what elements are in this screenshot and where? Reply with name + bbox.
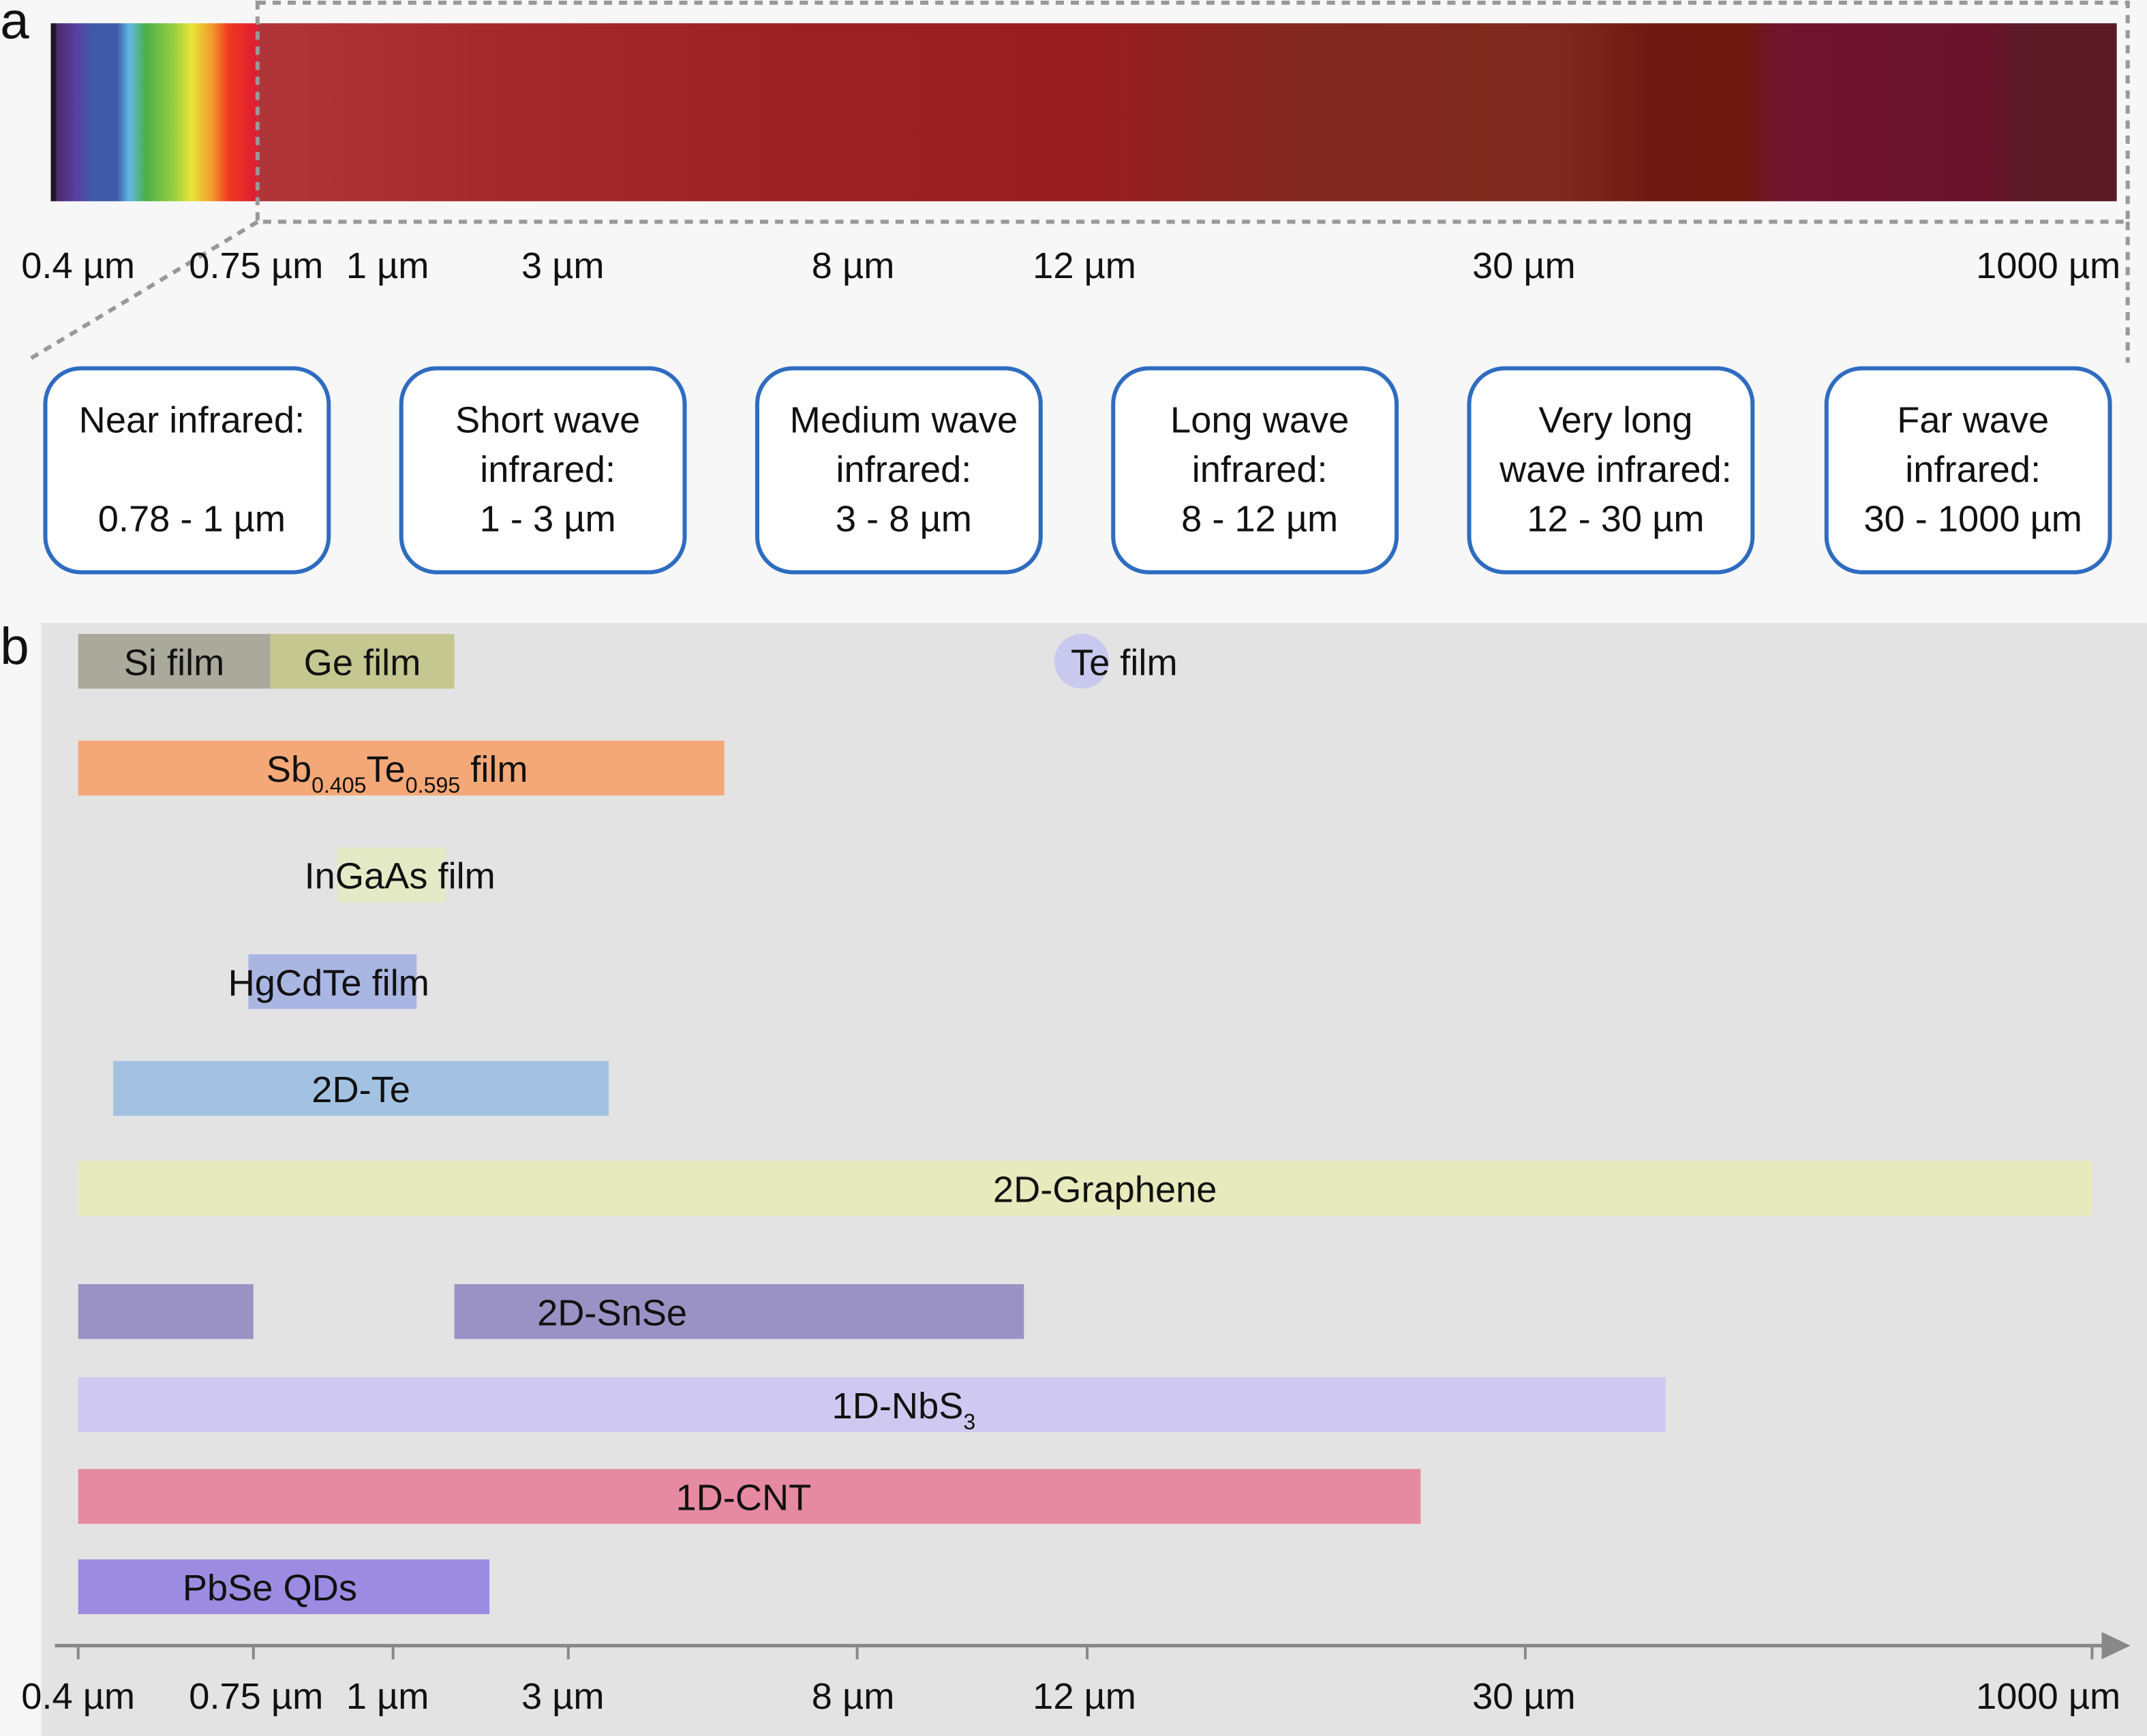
bar-label-part: 0.405 [311,773,366,797]
tick-label: 0.4 µm [21,245,135,286]
tick-label: 1 µm [346,1676,429,1717]
bar-label: 1D-NbS3 [832,1386,976,1434]
band-text-line: Near infrared: [79,400,305,441]
band-text-line: Very long [1538,400,1692,441]
bar-label: Ge film [304,642,421,683]
bar-label: InGaAs film [305,856,496,897]
band-text-line: infrared: [1192,449,1328,490]
tick-label: 0.75 µm [189,245,323,286]
band-text-line: Long wave [1170,400,1349,441]
band-text-line: infrared: [480,449,615,490]
band-box: Medium wave infrared: 3 - 8 µm [755,366,1043,575]
zoom-dashed-line-left [29,219,259,361]
tick-label: 12 µm [1033,1676,1136,1717]
bar-label: 2D-SnSe [537,1292,687,1333]
band-box: Short wave infrared: 1 - 3 µm [399,366,687,575]
bar-label-part: 3 [963,1410,975,1434]
bar-label: PbSe QDs [183,1568,357,1609]
bar-label-part: Sb [267,749,311,790]
bar-label: Si film [124,642,225,683]
tick-label: 1 µm [346,245,429,286]
tick-label: 30 µm [1472,245,1576,286]
tick-label: 1000 µm [1976,1676,2120,1717]
band-text-line: 12 - 30 µm [1527,498,1704,539]
bar-2d-snse [454,1284,1024,1339]
panel-label-a: a [0,0,29,50]
tick-label: 30 µm [1472,1676,1576,1717]
tick-label: 12 µm [1033,245,1136,286]
panel-label-b: b [0,618,29,675]
band-text-line: Short wave [455,400,640,441]
band-box: Long wave infrared: 8 - 12 µm [1111,366,1399,575]
bar-label: 2D-Te [311,1069,410,1110]
bar-label: HgCdTe film [228,962,429,1003]
tick-label: 3 µm [521,1676,605,1717]
x-axis-arrow-icon [2101,1632,2131,1660]
band-text-line: 8 - 12 µm [1181,498,1338,539]
bar-2d-snse-visible- [78,1284,254,1339]
band-text-line: Medium wave [790,400,1018,441]
bar-hgcdte-film [248,954,417,1009]
bar-label: 1D-CNT [676,1478,812,1519]
tick-label: 8 µm [812,1676,895,1717]
band-text-line: 1 - 3 µm [480,498,616,539]
tick-label: 0.75 µm [189,1676,323,1717]
tick-label: 1000 µm [1976,245,2120,286]
band-box: Very long wave infrared: 12 - 30 µm [1467,366,1755,575]
bar-ingaas-film [337,847,446,902]
bar-point-te-film [1054,634,1110,689]
bar-pbse-qds [78,1559,490,1615]
bar-label: Sb0.405Te0.595 film [267,749,528,797]
zoom-dashed-frame [255,1,2130,224]
band-text-line: infrared: [1905,449,2041,490]
bar-label: 2D-Graphene [993,1170,1217,1210]
band-text-line: wave infrared: [1499,449,1732,490]
bar-label-part: film [460,749,528,790]
tick-label: 0.4 µm [21,1676,135,1717]
band-text-line: 3 - 8 µm [836,498,972,539]
band-text-line: 0.78 - 1 µm [98,498,286,539]
bar-label-part: 0.595 [406,773,460,797]
tick-label: 8 µm [812,245,895,286]
visible-spectrum-bar [50,23,258,202]
band-box: Near infrared: 0.78 - 1 µm [43,366,331,575]
bar-ge-film [270,634,455,689]
bar-1d-nbs3 [78,1377,1666,1433]
band-text-line: Far wave [1897,400,2049,441]
band-box: Far wave infrared: 30 - 1000 µm [1824,366,2112,575]
infrared-spectrum-bar [257,23,2117,202]
bar-2d-graphene [78,1161,2092,1216]
bar-label-part: 1D-NbS [832,1386,964,1427]
bar-2d-te [113,1061,609,1116]
band-text-line: 30 - 1000 µm [1863,498,2082,539]
bar-label-part: Te [367,749,406,790]
tick-label: 3 µm [521,245,605,286]
bar-label: Te film [1071,642,1178,683]
bar-1d-cnt [78,1469,1421,1524]
bar-si-film [78,634,271,689]
band-text-line: infrared: [836,449,971,490]
bar-sb0-405te0-595-film [78,740,725,796]
